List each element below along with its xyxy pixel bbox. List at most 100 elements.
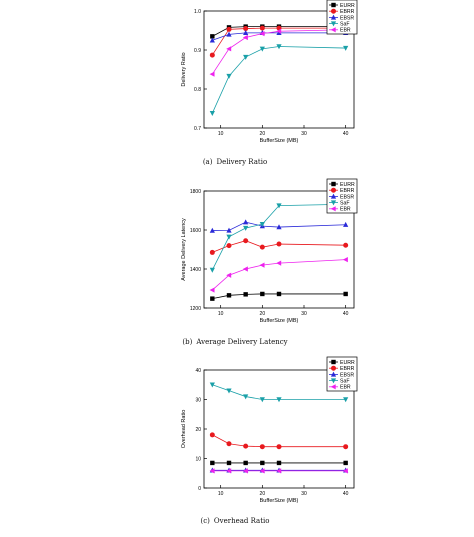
chart-panel-overhead-ratio: 0 10 20 30 40 10 20 30 40 BufferSize (MB) Overhead…	[0, 352, 474, 512]
data-point-ebrr	[243, 238, 249, 244]
legend-marker-ebrr	[331, 365, 336, 371]
data-point-ebsr	[276, 224, 282, 230]
legend-label-eurr: EURR	[340, 3, 355, 9]
y-tick-label: 1.0	[194, 9, 201, 15]
data-point-saf	[226, 234, 232, 240]
y-tick-label: 40	[195, 368, 201, 374]
legend-label-saf: SaF	[340, 201, 350, 207]
legend-label-saf: SaF	[340, 379, 350, 385]
x-tick-label: 40	[343, 131, 349, 137]
y-axis-label: Overhead Ratio	[181, 410, 187, 449]
legend-label-eurr: EURR	[340, 182, 355, 188]
data-point-ebsr	[243, 30, 249, 36]
series-line-saf	[211, 203, 346, 271]
data-point-ebrr	[226, 26, 232, 32]
plot-frame	[203, 190, 355, 309]
data-point-eurr	[243, 292, 248, 297]
y-tick-label: 30	[195, 397, 201, 403]
x-tick-label: 20	[260, 131, 266, 137]
series-line-ebr	[211, 29, 346, 75]
caption-text: Average Delivery Latency	[196, 338, 288, 346]
y-tick-label: 1400	[190, 267, 201, 273]
series-line-eurr	[212, 26, 346, 37]
series-ebr	[209, 257, 348, 293]
legend-marker-saf	[330, 200, 337, 206]
x-tick-label: 40	[343, 491, 349, 497]
legend-label-ebr: EBR	[340, 28, 351, 34]
legend-label-ebrr: EBRR	[340, 188, 355, 194]
delivery-ratio-chart: 0.7 0.8 0.9 1.0 10 20 30 40 BufferSize (MB) Deliv…	[181, 0, 358, 144]
legend-marker-eurr	[331, 181, 336, 187]
data-point-ebrr	[209, 249, 215, 255]
data-point-eurr	[343, 460, 348, 466]
series-line-saf	[212, 384, 346, 400]
legend-marker-ebrr	[331, 187, 336, 193]
legend-marker-ebsr	[330, 14, 337, 20]
data-point-saf	[276, 397, 282, 403]
data-point-ebrr	[209, 432, 215, 438]
y-axis-label: Delivery Ratio	[181, 52, 187, 86]
legend-marker-ebsr	[330, 371, 337, 377]
caption-overhead-ratio: (c) Overhead Ratio	[0, 517, 474, 525]
legend-label-ebr: EBR	[340, 385, 351, 391]
data-point-eurr	[276, 460, 282, 466]
x-tick-label: 30	[301, 491, 307, 497]
data-point-ebrr	[209, 52, 215, 58]
data-point-ebrr	[343, 444, 349, 450]
y-axis-label: Average Delivery Latency	[181, 218, 187, 281]
data-point-ebsr	[226, 31, 232, 37]
data-point-ebrr	[343, 242, 349, 248]
legend-label-ebr: EBR	[340, 207, 351, 213]
caption-text: Delivery Ratio	[216, 158, 268, 166]
x-tick-label: 40	[343, 311, 349, 317]
series-line-ebsr	[212, 32, 346, 41]
legend-label-ebsr: EBSR	[340, 372, 354, 378]
data-point-ebrr	[243, 443, 249, 449]
data-point-ebr	[276, 260, 282, 266]
legend-label-saf: SaF	[340, 22, 350, 28]
data-point-saf	[276, 203, 282, 209]
data-point-saf	[343, 397, 349, 403]
data-point-saf	[259, 397, 265, 403]
legend-marker-ebr	[330, 206, 336, 212]
data-point-ebsr	[209, 227, 215, 233]
legend-label-ebsr: EBSR	[340, 15, 354, 21]
data-point-ebr	[259, 468, 265, 474]
data-point-ebr	[342, 468, 348, 474]
plot-frame	[203, 10, 355, 129]
caption-delivery-latency: (b) Average Delivery Latency	[0, 338, 474, 346]
data-point-ebsr	[343, 221, 349, 227]
data-point-ebr	[276, 468, 282, 474]
legend-label-eurr: EURR	[340, 360, 355, 366]
data-point-saf	[226, 73, 232, 79]
data-point-ebrr	[259, 25, 265, 31]
legend-marker-eurr	[331, 2, 336, 8]
data-point-ebrr	[276, 241, 282, 247]
data-point-ebr	[242, 34, 248, 41]
data-point-eurr	[343, 291, 348, 297]
data-point-ebr	[242, 468, 248, 474]
data-point-ebrr	[259, 444, 265, 450]
series-eurr	[210, 460, 348, 466]
data-point-saf	[243, 394, 249, 400]
delivery-latency-chart: 1200 1400 1600 1800 10 20 30 40 BufferSize (MB) A…	[181, 178, 358, 324]
caption-label: (c)	[200, 517, 210, 525]
data-point-ebr	[276, 28, 282, 34]
caption-text: Overhead Ratio	[213, 517, 270, 525]
y-tick-label: 1200	[190, 306, 201, 312]
data-point-ebrr	[276, 444, 282, 450]
x-axis-label: BufferSize (MB)	[260, 138, 299, 144]
overhead-ratio-chart: 0 10 20 30 40 10 20 30 40 BufferSize (MB) Overhead…	[181, 356, 358, 504]
y-tick-label: 1800	[190, 189, 201, 195]
data-point-ebsr	[226, 227, 232, 233]
x-axis-label: BufferSize (MB)	[260, 318, 299, 324]
x-tick-label: 10	[218, 131, 224, 137]
data-point-ebr	[209, 468, 215, 474]
legend-marker-ebsr	[330, 193, 337, 199]
chart-panel-delivery-ratio: 0.7 0.8 0.9 1.0 10 20 30 40 BufferSize (MB) Deliv…	[0, 0, 474, 150]
data-point-eurr	[276, 291, 282, 297]
series-line-ebsr	[212, 221, 346, 231]
data-point-ebr	[259, 262, 265, 268]
